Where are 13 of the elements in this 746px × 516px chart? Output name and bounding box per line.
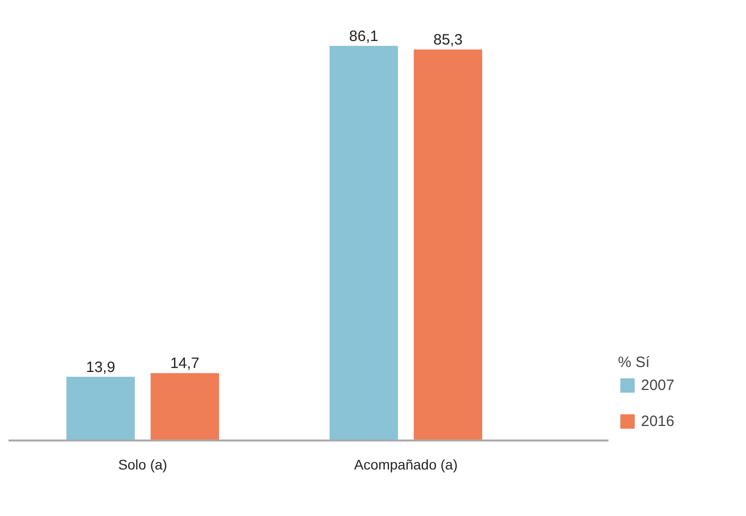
- bar: [150, 373, 220, 440]
- x-tick-label: Solo (a): [118, 456, 168, 472]
- legend-label: 2007: [641, 376, 674, 394]
- data-label: 85,3: [433, 32, 463, 49]
- bar: [330, 46, 398, 440]
- data-label: 86,1: [349, 28, 378, 45]
- bar: [66, 376, 135, 440]
- data-label: 14,7: [170, 355, 200, 372]
- data-label: 13,9: [86, 358, 116, 376]
- legend-title: % Sí: [618, 354, 651, 371]
- x-tick-label: Acompañado (a): [354, 456, 458, 472]
- bar: [414, 50, 482, 440]
- legend-label: 2016: [641, 412, 674, 430]
